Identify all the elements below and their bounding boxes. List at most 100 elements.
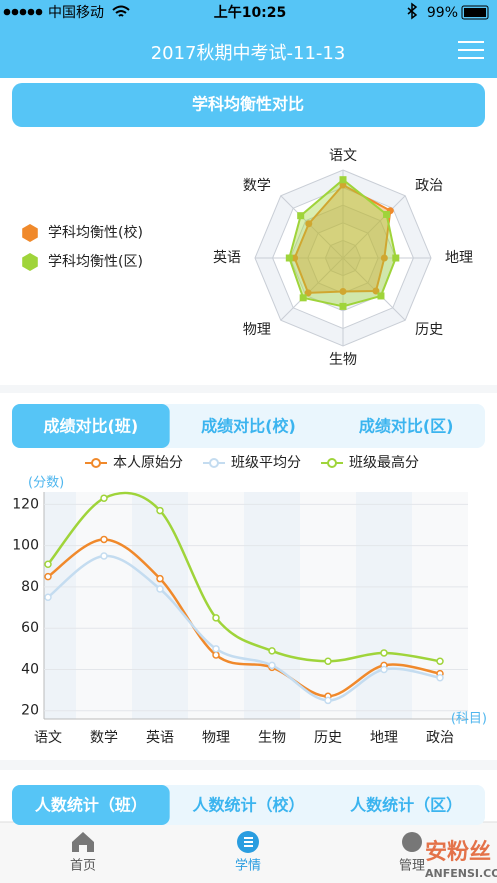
x-axis-label: (科目) [451,712,487,727]
nav-label[interactable]: 管理 [399,859,425,874]
series-point [268,647,276,655]
section-title-bg [12,83,485,127]
radar-point [377,292,385,300]
signal [3,8,43,16]
tab[interactable]: 人数统计（区） [350,796,462,815]
divider [0,385,497,393]
radar-spoke [342,195,406,259]
series-point [268,661,276,670]
series-point [156,585,164,593]
legend-label: 本人原始分 [113,455,183,471]
column-band [300,492,356,719]
series-point [380,665,388,674]
tab[interactable]: 成绩对比(区) [359,417,454,436]
legend-label: 班级平均分 [231,455,301,471]
radar-point [339,176,347,184]
legend-swatch [91,458,101,468]
series-line [47,538,441,698]
radar-axis-label: 英语 [213,249,241,266]
nav-label[interactable]: 首页 [70,859,96,874]
home-icon[interactable] [72,832,94,852]
watermark: ANFENSI.COM [425,867,497,880]
y-tick-label: 60 [21,620,39,636]
x-tick-label: 政治 [426,730,454,746]
series-line [47,554,441,702]
legend-swatch [327,458,337,468]
series-point [100,535,108,544]
tab[interactable]: 成绩对比(校) [201,417,296,436]
radar-point [299,294,307,302]
radar-point [392,254,400,262]
radar-point [291,254,299,262]
tab-active-bg [12,785,170,825]
y-tick-label: 20 [21,703,39,719]
radar-point [285,254,293,262]
watermark: 安粉丝 [425,839,491,865]
y-tick-label: 100 [12,538,39,554]
radar-spoke [280,257,344,321]
radar-axis-label: 物理 [243,322,271,338]
radar-axis-label: 生物 [329,352,357,368]
series-point [44,593,52,601]
x-tick-label: 数学 [90,730,118,746]
series-point [212,614,220,622]
series-point [324,657,332,665]
tab[interactable]: 人数统计（班） [35,796,147,815]
x-tick-label: 地理 [370,730,398,746]
x-tick-label: 物理 [202,730,230,746]
column-band [356,492,412,719]
y-tick-label: 80 [21,579,39,595]
divider [0,760,497,770]
legend-swatch [22,253,38,271]
tab[interactable]: 人数统计（校） [192,796,304,815]
column-band [76,492,132,719]
series-point [324,696,332,705]
column-band [412,492,468,719]
column-band [244,492,300,719]
series-point [436,657,444,665]
manage-icon[interactable] [402,832,422,852]
carrier: 中国移动 [48,5,104,21]
legend-swatch [209,458,219,468]
series-point [380,649,388,657]
radar-point [383,210,391,218]
radar-axis-label: 地理 [445,250,473,266]
menu-button[interactable] [458,41,484,59]
tab[interactable]: 成绩对比(班) [44,417,139,436]
series-point [44,572,52,581]
series-point [100,552,108,560]
legend-swatch [22,224,38,242]
radar-spoke [280,195,344,259]
battery-level [464,8,486,17]
radar-axis-label: 政治 [415,178,443,194]
study-icon-lines [244,837,253,847]
legend-label: 学科均衡性(区) [48,254,143,270]
series-point [156,506,164,515]
legend-label: 班级最高分 [349,454,419,471]
x-tick-label: 历史 [314,730,342,746]
bluetooth-icon [407,2,418,20]
radar-point [339,181,347,189]
radar-point [339,287,347,295]
radar-axis-label: 数学 [243,178,271,194]
series-point [436,673,444,682]
x-tick-label: 英语 [146,729,174,746]
x-tick-label: 语文 [34,730,62,746]
series-point [212,651,220,659]
wifi-icon [112,5,130,17]
legend-label: 学科均衡性(校) [48,224,143,241]
nav-label[interactable]: 学情 [235,858,261,874]
battery-icon [461,5,489,20]
y-axis-label: (分数) [28,476,64,491]
y-tick-label: 40 [21,661,39,677]
battery-text: 99% [427,5,458,21]
section-title: 学科均衡性对比 [192,95,304,114]
clock: 上午10:25 [214,4,287,21]
radar-point [339,302,347,310]
x-tick-label: 生物 [258,730,286,746]
radar-point [305,220,313,228]
series-point [100,494,108,502]
column-band [44,492,76,719]
